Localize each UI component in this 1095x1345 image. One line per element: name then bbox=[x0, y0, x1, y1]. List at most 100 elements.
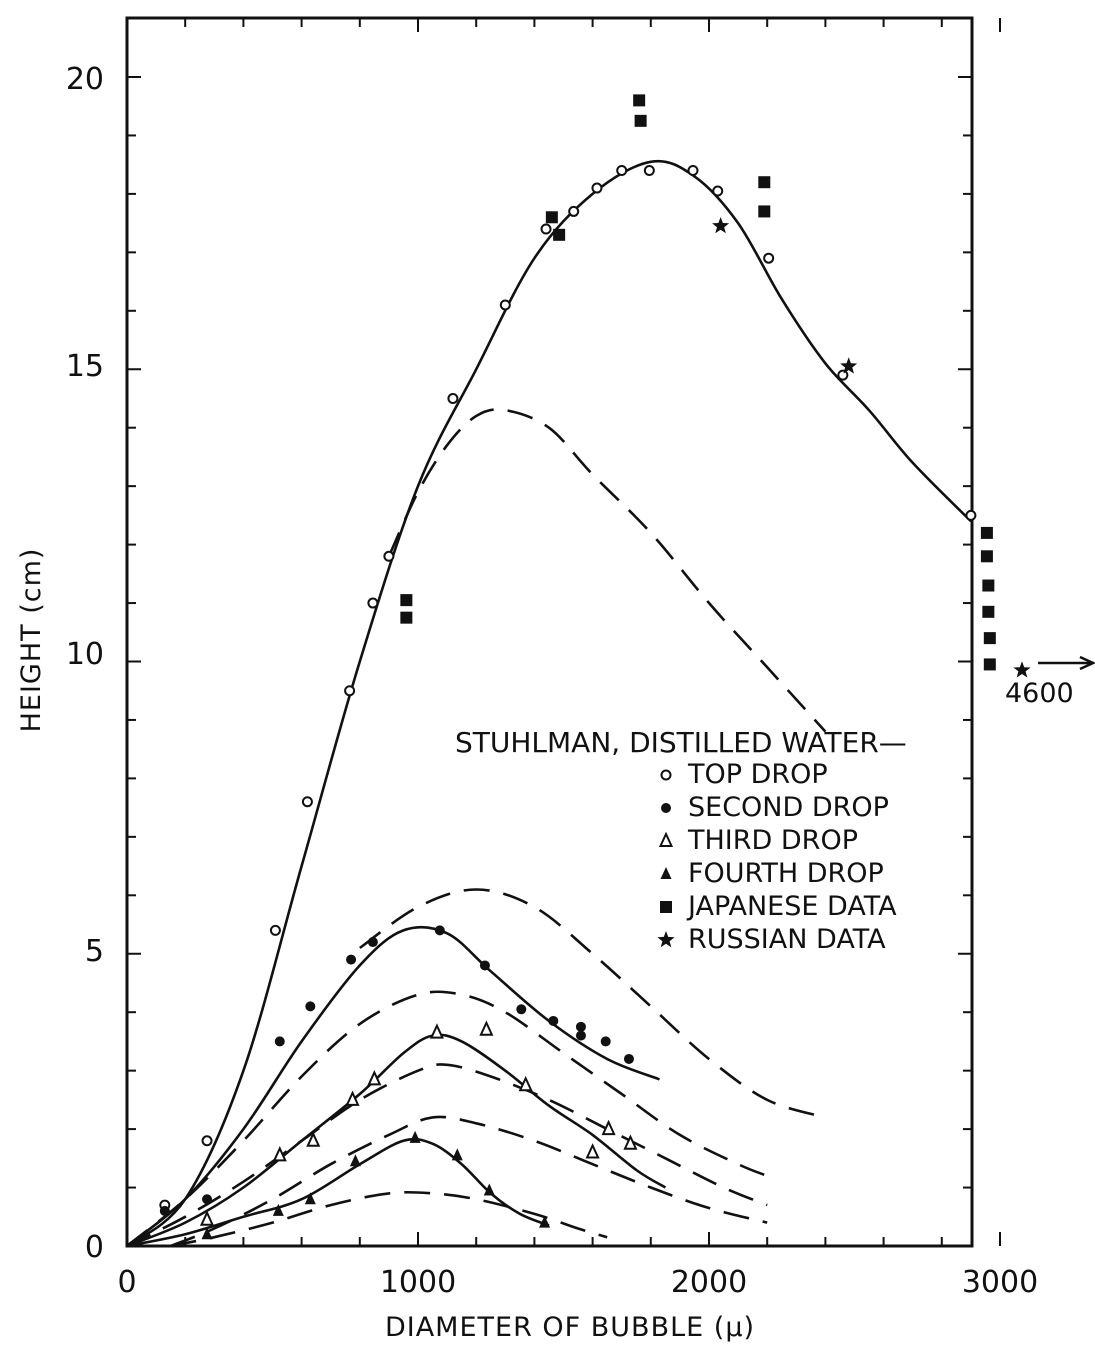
top-drop-point bbox=[687, 165, 699, 177]
legend-marker-japanese-data bbox=[660, 901, 672, 913]
dashed-curve bbox=[170, 1190, 608, 1248]
second-drop-point bbox=[159, 1205, 170, 1216]
offscale-arrow-head bbox=[1079, 655, 1095, 671]
y-tick-labels: 0 5 10 15 20 bbox=[66, 62, 104, 1265]
fourth-drop-point bbox=[539, 1215, 551, 1228]
japanese-data-point bbox=[633, 94, 646, 107]
third-drop-point bbox=[306, 1131, 321, 1147]
dashed-curve bbox=[170, 1115, 768, 1248]
top-drop-point bbox=[301, 796, 313, 808]
legend: STUHLMAN, DISTILLED WATER— TOP DROP SECO… bbox=[455, 726, 907, 955]
second-drop-point bbox=[623, 1053, 634, 1064]
second-drop-point bbox=[346, 954, 357, 965]
offscale-star-marker bbox=[1013, 661, 1031, 678]
y-axis-label: HEIGHT (cm) bbox=[16, 548, 47, 733]
second-drop-point bbox=[202, 1194, 213, 1205]
legend-marker-top-drop bbox=[660, 769, 672, 781]
japanese-data-point bbox=[634, 114, 647, 127]
y-tick-label: 0 bbox=[85, 1230, 104, 1265]
japanese-data-point bbox=[758, 205, 771, 218]
second-drop-point bbox=[575, 1030, 586, 1041]
japanese-data-point bbox=[553, 228, 566, 241]
x-tick-label: 0 bbox=[117, 1265, 136, 1300]
fourth-drop-point bbox=[349, 1154, 361, 1167]
legend-label-second-drop: SECOND DROP bbox=[688, 792, 889, 823]
plot-frame bbox=[125, 16, 974, 1248]
dashed-curve bbox=[387, 408, 827, 733]
third-drop-point bbox=[345, 1090, 360, 1106]
russian-data-point bbox=[712, 217, 730, 234]
legend-markers bbox=[657, 769, 675, 948]
top-drop-point bbox=[499, 299, 511, 311]
top-drop-point bbox=[643, 165, 655, 177]
top-drop-point bbox=[568, 205, 580, 217]
second-drop-point bbox=[274, 1036, 285, 1047]
japanese-data-point bbox=[545, 211, 558, 224]
dashed-curve bbox=[126, 990, 768, 1248]
third-drop-point bbox=[518, 1075, 533, 1092]
top-drop-point bbox=[367, 597, 379, 609]
data-points bbox=[159, 94, 996, 1240]
top-drop-point bbox=[712, 185, 724, 197]
third-drop-point bbox=[623, 1134, 638, 1150]
x-tick-labels: 0 1000 2000 3000 bbox=[117, 1265, 1038, 1300]
second-drop-point bbox=[479, 960, 490, 971]
y-tick-label: 15 bbox=[66, 349, 104, 384]
japanese-data-point bbox=[400, 594, 413, 607]
second-drop-point bbox=[305, 1001, 316, 1012]
x-tick-label: 3000 bbox=[962, 1265, 1038, 1300]
second-drop-point bbox=[548, 1015, 559, 1026]
y-tick-label: 10 bbox=[66, 637, 104, 672]
top-drop-point bbox=[447, 392, 459, 404]
fourth-drop-point bbox=[409, 1130, 421, 1143]
y-tick-label: 20 bbox=[66, 62, 104, 97]
third-drop-point bbox=[367, 1070, 382, 1086]
solid-curve bbox=[126, 925, 660, 1248]
fourth-drop-point bbox=[272, 1203, 284, 1216]
third-drop-point bbox=[585, 1143, 600, 1159]
solid-curve bbox=[126, 1033, 667, 1248]
fourth-drop-point bbox=[483, 1183, 495, 1196]
top-drop-point bbox=[763, 252, 775, 264]
japanese-data-point bbox=[400, 611, 413, 624]
japanese-data-point bbox=[982, 579, 995, 592]
top-drop-point bbox=[616, 165, 628, 177]
second-drop-point bbox=[600, 1036, 611, 1047]
top-drop-point bbox=[344, 685, 356, 697]
top-drop-point bbox=[837, 369, 849, 381]
third-drop-point bbox=[199, 1210, 215, 1226]
third-drop-point bbox=[429, 1023, 444, 1039]
top-drop-point bbox=[591, 182, 603, 194]
plot-area-border bbox=[125, 16, 974, 1248]
offscale-value-label: 4600 bbox=[1005, 678, 1074, 709]
x-tick-label: 1000 bbox=[380, 1265, 456, 1300]
second-drop-point bbox=[575, 1021, 586, 1032]
third-drop-point bbox=[601, 1119, 616, 1136]
second-drop-point bbox=[434, 925, 445, 936]
offscale-star bbox=[1013, 661, 1031, 678]
japanese-data-point bbox=[983, 632, 996, 645]
top-drop-point bbox=[383, 550, 395, 562]
fourth-drop-point bbox=[451, 1148, 463, 1161]
fourth-drop-point bbox=[304, 1192, 316, 1205]
top-drop-point bbox=[201, 1135, 213, 1147]
offscale-indicator: 4600 bbox=[1005, 655, 1095, 709]
japanese-data-point bbox=[980, 526, 993, 539]
legend-label-top-drop: TOP DROP bbox=[687, 759, 828, 790]
japanese-data-point bbox=[982, 605, 995, 618]
solid-curve bbox=[126, 159, 972, 1248]
legend-label-fourth-drop: FOURTH DROP bbox=[688, 858, 884, 889]
third-drop-point bbox=[479, 1020, 494, 1036]
fitted-curves bbox=[126, 159, 972, 1248]
x-axis-label: DIAMETER OF BUBBLE (μ) bbox=[385, 1312, 755, 1343]
x-tick-label: 2000 bbox=[671, 1265, 747, 1300]
legend-marker-third-drop bbox=[658, 831, 674, 847]
legend-title: STUHLMAN, DISTILLED WATER— bbox=[455, 726, 907, 759]
legend-label-third-drop: THIRD DROP bbox=[687, 825, 858, 856]
legend-marker-second-drop bbox=[661, 803, 671, 813]
legend-marker-fourth-drop bbox=[660, 867, 672, 879]
legend-marker-russian-data bbox=[657, 931, 675, 948]
russian-data-point bbox=[840, 357, 858, 374]
second-drop-point bbox=[367, 937, 378, 948]
y-tick-label: 5 bbox=[85, 934, 104, 969]
